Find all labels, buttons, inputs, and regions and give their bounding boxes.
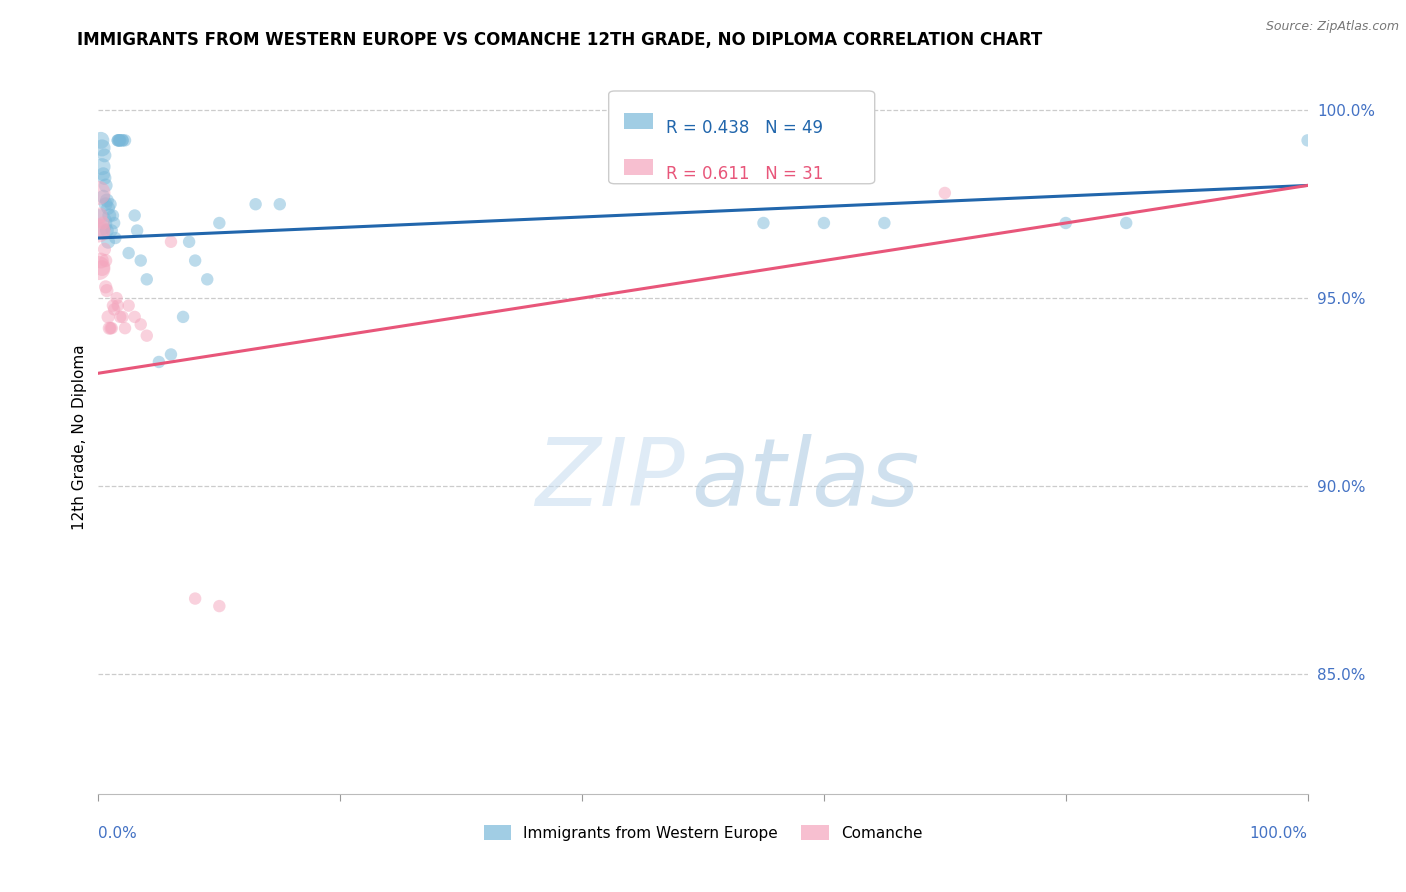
- Point: [91, 261, 114, 276]
- Point: [104, 231, 127, 245]
- Point: [98, 321, 121, 335]
- Point: [1115, 216, 1137, 230]
- FancyBboxPatch shape: [624, 160, 654, 175]
- Point: [91, 167, 114, 181]
- Point: [118, 299, 141, 313]
- Text: ZIP: ZIP: [536, 434, 685, 525]
- Point: [91, 160, 114, 174]
- Point: [208, 216, 231, 230]
- Point: [108, 133, 131, 147]
- Text: Source: ZipAtlas.com: Source: ZipAtlas.com: [1265, 20, 1399, 33]
- Point: [89, 209, 111, 223]
- Point: [93, 242, 115, 256]
- Point: [96, 223, 118, 237]
- Point: [172, 310, 194, 324]
- Point: [101, 209, 124, 223]
- Point: [91, 190, 114, 204]
- Text: 100.0%: 100.0%: [1250, 826, 1308, 841]
- Point: [179, 235, 201, 249]
- Point: [1054, 216, 1077, 230]
- Point: [135, 328, 157, 343]
- Point: [103, 216, 125, 230]
- Point: [97, 201, 120, 215]
- Point: [160, 235, 183, 249]
- Point: [105, 291, 128, 305]
- Point: [97, 235, 120, 249]
- FancyBboxPatch shape: [624, 113, 654, 128]
- Point: [184, 591, 207, 606]
- Point: [91, 141, 114, 155]
- Point: [195, 272, 218, 286]
- Point: [124, 310, 146, 324]
- Point: [93, 148, 115, 162]
- Point: [135, 272, 157, 286]
- Point: [100, 197, 122, 211]
- Point: [90, 133, 112, 147]
- Point: [87, 186, 110, 200]
- Point: [129, 318, 152, 332]
- Point: [100, 321, 122, 335]
- Point: [97, 310, 120, 324]
- Point: [118, 246, 141, 260]
- Point: [1296, 133, 1319, 147]
- Point: [94, 280, 117, 294]
- Point: [148, 355, 170, 369]
- Text: R = 0.611   N = 31: R = 0.611 N = 31: [665, 165, 823, 183]
- Point: [101, 299, 124, 313]
- Text: atlas: atlas: [690, 434, 920, 525]
- Point: [111, 133, 134, 147]
- Point: [100, 321, 122, 335]
- Point: [94, 178, 117, 193]
- Point: [114, 321, 136, 335]
- Point: [752, 216, 775, 230]
- Point: [127, 223, 149, 237]
- Point: [87, 216, 110, 230]
- Point: [269, 197, 291, 211]
- Point: [87, 223, 110, 237]
- Point: [91, 216, 114, 230]
- Point: [96, 284, 118, 298]
- Y-axis label: 12th Grade, No Diploma: 12th Grade, No Diploma: [72, 344, 87, 530]
- Point: [108, 133, 131, 147]
- Point: [129, 253, 152, 268]
- Point: [111, 133, 134, 147]
- Point: [91, 223, 114, 237]
- Point: [108, 310, 131, 324]
- Point: [934, 186, 956, 200]
- Point: [160, 347, 183, 361]
- Point: [96, 194, 118, 208]
- Point: [87, 261, 110, 276]
- Point: [93, 170, 115, 185]
- Point: [124, 209, 146, 223]
- Point: [873, 216, 896, 230]
- Point: [94, 197, 117, 211]
- Text: 0.0%: 0.0%: [98, 826, 138, 841]
- Point: [107, 299, 129, 313]
- Text: R = 0.438   N = 49: R = 0.438 N = 49: [665, 119, 823, 136]
- Point: [208, 599, 231, 613]
- Point: [108, 133, 131, 147]
- Point: [94, 253, 117, 268]
- Point: [90, 253, 112, 268]
- Point: [114, 133, 136, 147]
- FancyBboxPatch shape: [609, 91, 875, 184]
- Point: [107, 133, 129, 147]
- Point: [98, 209, 121, 223]
- Text: IMMIGRANTS FROM WESTERN EUROPE VS COMANCHE 12TH GRADE, NO DIPLOMA CORRELATION CH: IMMIGRANTS FROM WESTERN EUROPE VS COMANC…: [77, 31, 1043, 49]
- Point: [245, 197, 267, 211]
- Point: [184, 253, 207, 268]
- Point: [100, 223, 122, 237]
- Point: [813, 216, 835, 230]
- Point: [107, 133, 129, 147]
- Legend: Immigrants from Western Europe, Comanche: Immigrants from Western Europe, Comanche: [478, 819, 928, 847]
- Point: [111, 310, 134, 324]
- Point: [103, 302, 125, 317]
- Point: [108, 133, 131, 147]
